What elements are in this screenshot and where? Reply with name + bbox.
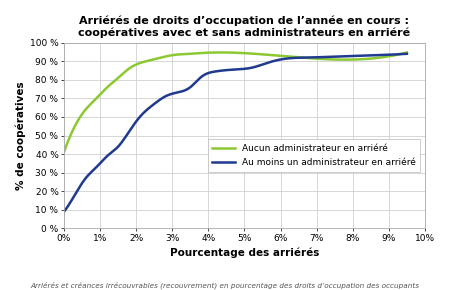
Aucun administrateur en arriéré bbox=[266, 53, 272, 57]
Line: Au moins un administrateur en arriéré: Au moins un administrateur en arriéré bbox=[64, 54, 407, 212]
X-axis label: Pourcentage des arriérés: Pourcentage des arriérés bbox=[170, 247, 319, 258]
Aucun administrateur en arriéré bbox=[373, 56, 378, 60]
Text: Arriérés et créances irrécouvrables (recouvrement) en pourcentage des droits d’o: Arriérés et créances irrécouvrables (rec… bbox=[31, 281, 419, 289]
Aucun administrateur en arriéré bbox=[63, 147, 68, 151]
Au moins un administrateur en arriéré bbox=[372, 53, 378, 57]
Au moins un administrateur en arriéré bbox=[404, 52, 410, 55]
Y-axis label: % de coopératives: % de coopératives bbox=[15, 81, 26, 190]
Au moins un administrateur en arriéré bbox=[350, 54, 356, 58]
Aucun administrateur en arriéré bbox=[351, 58, 357, 61]
Aucun administrateur en arriéré bbox=[61, 151, 67, 154]
Au moins un administrateur en arriéré bbox=[264, 61, 270, 65]
Aucun administrateur en arriéré bbox=[404, 51, 410, 54]
Aucun administrateur en arriéré bbox=[218, 51, 224, 54]
Au moins un administrateur en arriéré bbox=[266, 61, 271, 64]
Aucun administrateur en arriéré bbox=[266, 53, 271, 57]
Au moins un administrateur en arriéré bbox=[63, 209, 68, 212]
Aucun administrateur en arriéré bbox=[272, 54, 278, 57]
Line: Aucun administrateur en arriéré: Aucun administrateur en arriéré bbox=[64, 52, 407, 152]
Au moins un administrateur en arriéré bbox=[61, 210, 67, 213]
Au moins un administrateur en arriéré bbox=[271, 59, 277, 63]
Legend: Aucun administrateur en arriéré, Au moins un administrateur en arriéré: Aucun administrateur en arriéré, Au moin… bbox=[208, 139, 420, 172]
Title: Arriérés de droits d’occupation de l’année en cours :
coopératives avec et sans : Arriérés de droits d’occupation de l’ann… bbox=[78, 15, 410, 38]
